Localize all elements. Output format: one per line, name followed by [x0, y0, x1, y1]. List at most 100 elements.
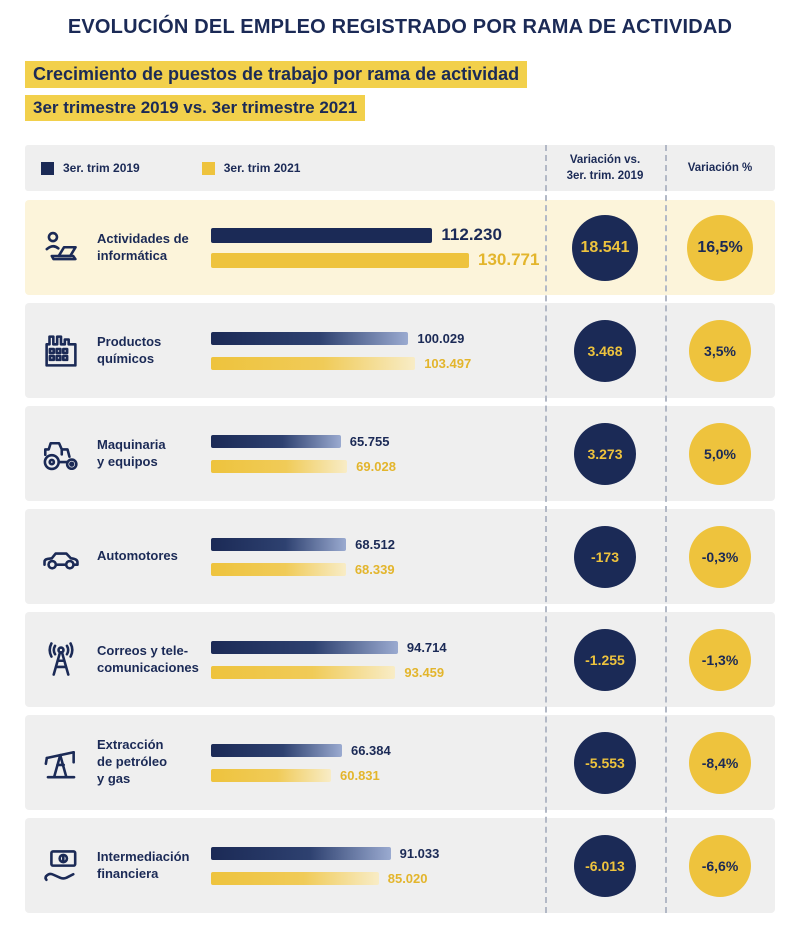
- sector-bars: 94.714 93.459: [207, 640, 545, 680]
- column-header-variation-abs-line1: Variación vs.: [569, 153, 641, 166]
- variation-abs-badge: -6.013: [574, 834, 636, 897]
- sector-bars: 100.029 103.497: [207, 331, 545, 371]
- legend-item-2021: 3er. trim 2021: [201, 161, 300, 175]
- value-2021-label: 69.028: [356, 458, 396, 474]
- variation-abs-badge: -173: [574, 525, 636, 588]
- bar-2021: [211, 356, 416, 370]
- sector-label: Maquinaria y equipos: [97, 437, 207, 471]
- sector-label-line: Extracción: [97, 737, 164, 753]
- sector-bars: 112.230 130.771: [207, 225, 545, 269]
- sector-label-line: comunicaciones: [97, 659, 199, 675]
- chart-table: 3er. trim 2019 3er. trim 2021 Variación …: [25, 145, 775, 913]
- page-title: EVOLUCIÓN DEL EMPLEO REGISTRADO POR RAMA…: [67, 16, 733, 38]
- bar-2019: [211, 846, 391, 860]
- bar-2019: [211, 640, 398, 654]
- bar-2021: [211, 252, 469, 268]
- car-icon: [25, 534, 97, 580]
- value-2019-label: 91.033: [399, 845, 440, 861]
- sector-label: Productos químicos: [97, 334, 207, 368]
- value-2021-label: 130.771: [478, 250, 540, 269]
- value-2019-label: 100.029: [417, 330, 465, 346]
- value-2021-label: 85.020: [387, 870, 428, 886]
- sector-label: Correos y tele-comunicaciones: [97, 643, 207, 677]
- value-2019-label: 112.230: [441, 225, 502, 244]
- column-header-variation-pct-label: Variación %: [687, 161, 753, 174]
- bar-line-2019: 65.755: [211, 434, 545, 449]
- column-header-variation-abs-line2: 3er. trim. 2019: [566, 170, 644, 182]
- bar-2021: [211, 459, 348, 473]
- sector-label-line: Automotores: [97, 548, 178, 564]
- sector-label-line: financiera: [97, 865, 159, 881]
- sector-label-line: Actividades de: [97, 230, 189, 246]
- bar-line-2019: 100.029: [211, 331, 545, 346]
- variation-pct-badge: 16,5%: [687, 214, 753, 281]
- sector-bars: 66.384 60.831: [207, 743, 545, 783]
- bar-line-2021: 60.831: [211, 768, 545, 783]
- bar-line-2019: 91.033: [211, 846, 545, 861]
- bar-line-2019: 112.230: [211, 225, 545, 244]
- bar-line-2021: 68.339: [211, 562, 545, 577]
- bar-2019: [211, 331, 409, 345]
- bar-2019: [211, 434, 341, 448]
- variation-pct-badge: 5,0%: [689, 422, 751, 485]
- bar-2019: [211, 227, 433, 243]
- bar-line-2019: 68.512: [211, 537, 545, 552]
- variation-pct-badge: -8,4%: [689, 731, 751, 794]
- sector-row: Maquinaria y equipos 65.755 69.028 3.273 …: [25, 406, 775, 501]
- bar-2021: [211, 871, 379, 885]
- value-2021-label: 68.339: [354, 561, 395, 577]
- sector-label-line: químicos: [97, 350, 155, 366]
- bar-2019: [211, 743, 342, 757]
- variation-abs-badge: -5.553: [574, 731, 636, 794]
- variation-pct-badge: -1,3%: [689, 628, 751, 691]
- rows: Actividades de informática 112.230 130.77…: [25, 200, 775, 913]
- subtitle-block: Crecimiento de puestos de trabajo por ra…: [25, 61, 800, 121]
- sector-label: Automotores: [97, 548, 207, 565]
- value-2021-label: 60.831: [340, 767, 380, 783]
- sector-bars: 65.755 69.028: [207, 434, 545, 474]
- money-hand-icon: [25, 843, 97, 889]
- sector-label-line: Maquinaria: [97, 436, 166, 452]
- variation-abs-badge: -1.255: [574, 628, 636, 691]
- sector-label-line: Intermediación: [97, 848, 190, 864]
- value-2021-label: 103.497: [424, 355, 472, 371]
- bar-2021: [211, 562, 346, 576]
- sector-label-line: Productos: [97, 333, 162, 349]
- factory-icon: [25, 328, 97, 374]
- sector-label-line: Correos y tele-: [97, 642, 189, 658]
- sector-label-line: y gas: [97, 770, 131, 786]
- sector-bars: 91.033 85.020: [207, 846, 545, 886]
- sector-row: Extracción de petróleo y gas 66.384 60.831…: [25, 715, 775, 810]
- chart-subtitle: Crecimiento de puestos de trabajo por ra…: [25, 61, 528, 88]
- bar-line-2021: 85.020: [211, 871, 545, 886]
- variation-pct-badge: -6,6%: [689, 834, 751, 897]
- legend-label-2019: 3er. trim 2019: [63, 161, 140, 175]
- table-header: 3er. trim 2019 3er. trim 2021 Variación …: [25, 145, 775, 191]
- tractor-icon: [25, 431, 97, 477]
- dashed-divider-1: [545, 145, 547, 913]
- legend-item-2019: 3er. trim 2019: [41, 161, 140, 175]
- variation-abs-badge: 3.273: [574, 422, 636, 485]
- sector-row: Productos químicos 100.029 103.497 3.468 …: [25, 303, 775, 398]
- legend-swatch-2021: [201, 161, 215, 175]
- legend: 3er. trim 2019 3er. trim 2021: [25, 145, 545, 191]
- value-2019-label: 94.714: [406, 639, 447, 655]
- chart-period: 3er trimestre 2019 vs. 3er trimestre 202…: [25, 95, 366, 121]
- computer-user-icon: [25, 225, 97, 271]
- bar-2021: [211, 768, 331, 782]
- variation-abs-badge: 3.468: [574, 319, 636, 382]
- variation-pct-badge: -0,3%: [689, 525, 751, 588]
- sector-row: Automotores 68.512 68.339 -173 -0,3%: [25, 509, 775, 604]
- column-header-variation-abs: Variación vs. 3er. trim. 2019: [545, 145, 665, 191]
- sector-row: Correos y tele-comunicaciones 94.714 93.…: [25, 612, 775, 707]
- sector-label-line: y equipos: [97, 453, 158, 469]
- variation-pct-badge: 3,5%: [689, 319, 751, 382]
- antenna-icon: [25, 637, 97, 683]
- bar-line-2021: 130.771: [211, 250, 545, 269]
- sector-row: Actividades de informática 112.230 130.77…: [25, 200, 775, 295]
- variation-abs-badge: 18.541: [572, 214, 638, 281]
- bar-2021: [211, 665, 396, 679]
- legend-swatch-2019: [41, 161, 54, 175]
- dashed-divider-2: [665, 145, 667, 913]
